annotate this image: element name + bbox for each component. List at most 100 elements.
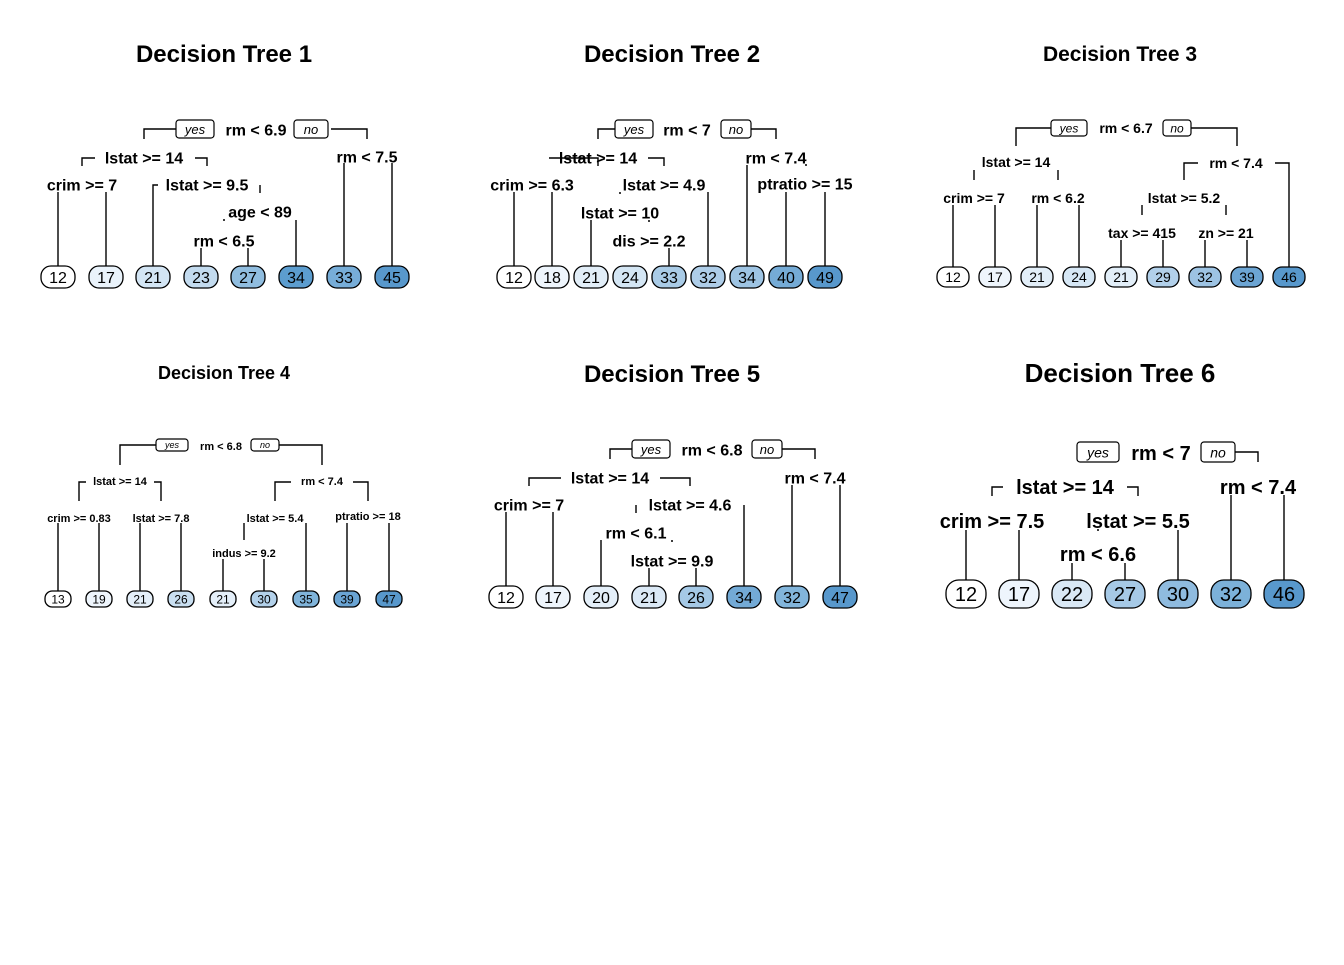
leaf-value: 32 <box>1220 584 1242 606</box>
split-label: rm < 6.2 <box>1031 190 1085 206</box>
leaf-value: 30 <box>257 592 271 606</box>
leaf-node <box>209 590 237 608</box>
split-label: rm < 6.6 <box>1060 544 1136 566</box>
branch-dot <box>671 540 673 542</box>
tree-branch <box>78 481 86 501</box>
no-label: no <box>260 440 270 450</box>
leaf-node <box>292 590 320 608</box>
leaf-value: 19 <box>92 592 106 606</box>
split-label: rm < 6.8 <box>682 443 743 460</box>
split-label: lstat >= 14 <box>105 151 183 168</box>
leaf-node <box>678 585 714 609</box>
decision-tree-4: Decision Tree 4 yes no rm < 6.8 lstat >= 14 r… <box>44 363 403 608</box>
no-box <box>720 119 752 139</box>
leaf-node <box>278 265 314 289</box>
split-label: rm < 7 <box>663 123 711 140</box>
split-label: rm < 7.4 <box>746 151 807 168</box>
leaf-value: 49 <box>816 270 834 287</box>
leaf-node <box>1263 579 1305 609</box>
leaf-value: 22 <box>1061 584 1083 606</box>
yes-box <box>1050 119 1088 137</box>
split-label: crim >= 7 <box>943 190 1005 206</box>
leaf-node <box>1020 266 1054 288</box>
tree-branch <box>1235 451 1259 462</box>
yes-box <box>1076 441 1120 463</box>
leaf-node <box>936 266 970 288</box>
tree-branch <box>152 184 158 266</box>
tree-branch <box>274 481 291 501</box>
leaf-value: 21 <box>133 592 147 606</box>
leaf-node <box>135 265 171 289</box>
leaf-value: 20 <box>592 590 610 607</box>
leaf-node <box>1062 266 1096 288</box>
leaf-value: 12 <box>505 270 523 287</box>
leaf-node <box>40 265 76 289</box>
leaf-value: 29 <box>1155 269 1171 285</box>
leaf-node <box>583 585 619 609</box>
tree-branch <box>609 448 632 459</box>
leaf-value: 17 <box>987 269 1003 285</box>
tree-branch <box>1127 486 1139 496</box>
tree-title: Decision Tree 4 <box>158 363 290 383</box>
split-label: rm < 6.1 <box>606 526 667 543</box>
tree-branch <box>597 128 615 139</box>
tree-branch <box>991 486 1003 496</box>
yes-label: yes <box>640 442 662 457</box>
leaf-node <box>44 590 72 608</box>
leaf-value: 26 <box>174 592 188 606</box>
branch-dot <box>1097 529 1099 531</box>
leaf-value: 17 <box>544 590 562 607</box>
leaf-value: 39 <box>1239 269 1255 285</box>
decision-tree-1: Decision Tree 1 yes no rm < 6.9 lstat >= 14 r… <box>40 41 410 289</box>
split-label: lstat >= 5.4 <box>247 513 305 525</box>
leaf-node <box>651 265 687 289</box>
leaf-node <box>726 585 762 609</box>
leaf-node <box>250 590 278 608</box>
branch-dot <box>619 192 621 194</box>
leaf-node <box>1104 266 1138 288</box>
no-label: no <box>729 122 743 137</box>
split-label: lstat >= 4.6 <box>649 498 732 515</box>
split-label: rm < 7.4 <box>1220 477 1297 499</box>
no-label: no <box>1170 121 1184 135</box>
split-label: rm < 6.9 <box>226 123 287 140</box>
leaf-node <box>326 265 362 289</box>
leaf-node <box>183 265 219 289</box>
leaf-value: 46 <box>1281 269 1297 285</box>
leaf-node <box>945 579 987 609</box>
yes-box <box>614 119 654 139</box>
leaf-node <box>88 265 124 289</box>
leaf-value: 34 <box>735 590 753 607</box>
split-label: rm < 6.5 <box>194 234 255 251</box>
decision-tree-6: Decision Tree 6 yes no rm < 7 lstat >= 14 rm … <box>940 358 1305 609</box>
no-label: no <box>1210 444 1226 460</box>
split-label: crim >= 0.83 <box>47 513 111 525</box>
leaf-value: 18 <box>543 270 561 287</box>
split-label: lstat >= 14 <box>1016 477 1115 499</box>
leaf-value: 21 <box>216 592 230 606</box>
leaf-node <box>690 265 726 289</box>
tree-branch <box>279 444 323 465</box>
leaf-node <box>978 266 1012 288</box>
leaf-node <box>375 590 403 608</box>
no-box <box>250 438 280 452</box>
leaf-value: 34 <box>738 270 756 287</box>
split-label: lstat >= 14 <box>571 471 649 488</box>
tree-title: Decision Tree 3 <box>1043 43 1197 66</box>
leaf-value: 21 <box>640 590 658 607</box>
leaf-value: 21 <box>144 270 162 287</box>
leaf-value: 39 <box>340 592 354 606</box>
tree-branch <box>782 448 816 459</box>
tree-title: Decision Tree 6 <box>1025 358 1216 388</box>
tree-title: Decision Tree 2 <box>584 41 760 68</box>
leaf-value: 32 <box>783 590 801 607</box>
no-box <box>293 119 329 139</box>
branch-dot <box>223 219 225 221</box>
leaf-node <box>230 265 266 289</box>
leaf-node <box>1146 266 1180 288</box>
leaf-node <box>1272 266 1306 288</box>
leaf-node <box>1157 579 1199 609</box>
leaf-node <box>374 265 410 289</box>
leaf-value: 17 <box>97 270 115 287</box>
